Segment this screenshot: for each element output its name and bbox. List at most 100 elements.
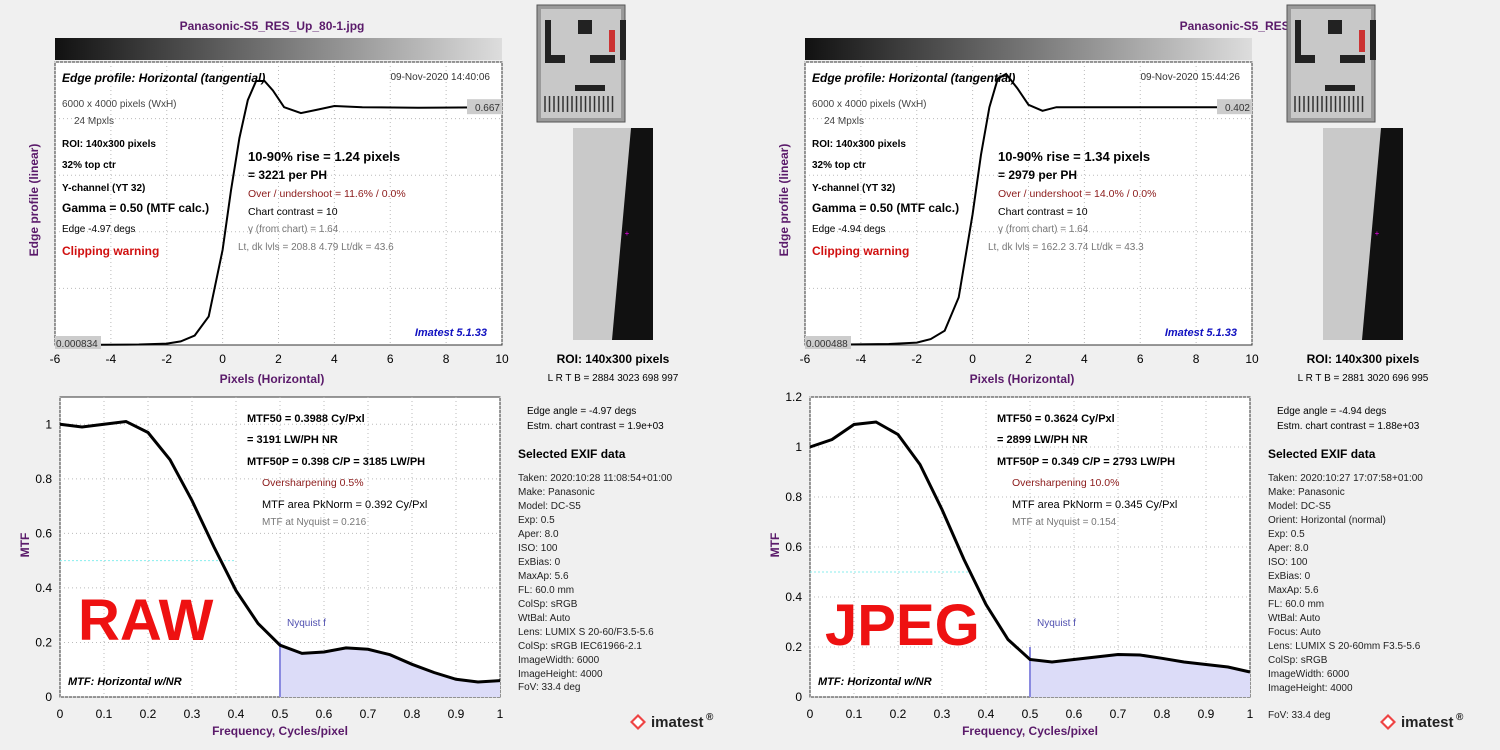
mtf-x-tick-label: 1 [1247,707,1254,721]
roi-text: ROI: 140x300 pixels [812,139,906,150]
edge-x-tick-label: -6 [50,352,61,366]
exif-line: WtBal: Auto [518,613,571,624]
mtf-y-tick-label: 0.6 [785,540,802,554]
mtf-x-tick-label: 0.1 [96,707,113,721]
side-chart-contrast: Estm. chart contrast = 1.9e+03 [527,421,664,432]
format-label: RAW [78,588,214,653]
edge-date: 09-Nov-2020 14:40:06 [390,72,490,83]
mtf-nyquist-text: MTF at Nyquist = 0.154 [1012,517,1117,528]
exif-line: ImageHeight: 4000 [518,669,603,680]
edge-x-tick-label: 4 [1081,352,1088,366]
edge-profile-curve [54,80,503,346]
mtf-y-tick-label: 0.2 [35,635,52,649]
roi-location: 32% top ctr [62,160,116,171]
mtf-x-tick-label: 0.8 [1154,707,1171,721]
chart-thumbnail-feature [545,20,551,60]
bottom-level-value: 0.000488 [806,339,848,350]
imatest-logo: imatest ® [1380,712,1464,731]
mtf-y-tick-label: 1.2 [785,390,802,404]
mtf50-text: MTF50 = 0.3988 Cy/Pxl [247,413,365,425]
exif-line: Model: DC-S5 [518,501,581,512]
chart-contrast-text: Chart contrast = 10 [248,206,338,218]
exif-line: ISO: 100 [518,543,558,554]
panel-jpeg: Panasonic-S5_RES_Up_80-1.JPG-6 -4 -2 0 2 4 6 8 1… [768,4,1464,738]
mtf-y-tick-label: 0.8 [35,472,52,486]
chart-contrast-text: Chart contrast = 10 [998,206,1088,218]
mtf-y-tick-label: 0 [795,690,802,704]
mtf-y-tick-label: 0 [45,690,52,704]
megapixels: 24 Mpxls [74,116,114,127]
mtf50p-text: MTF50P = 0.398 C/P = 3185 LW/PH [247,456,425,468]
exif-line: Aper: 8.0 [518,529,559,540]
megapixels: 24 Mpxls [824,116,864,127]
exif-line: MaxAp: 5.6 [1268,585,1319,596]
mtf-x-tick-label: 0.3 [184,707,201,721]
chart-thumbnail-marker [609,30,615,52]
file-title: Panasonic-S5_RES_Up_80-1.jpg [180,19,365,33]
mtf-x-tick-label: 0.9 [1198,707,1215,721]
edge-x-tick-label: 10 [495,352,509,366]
exif-line: FL: 60.0 mm [1268,599,1324,610]
mtf-x-tick-label: 0.3 [934,707,951,721]
lwph-text: = 2899 LW/PH NR [997,434,1088,446]
image-size: 6000 x 4000 pixels (WxH) [62,99,177,110]
edge-plot-area [54,61,503,346]
tone-gradient-bar [55,38,502,60]
chart-thumbnail-feature [620,20,626,60]
format-label: JPEG [825,593,980,658]
exif-line: ImageWidth: 6000 [1268,669,1350,680]
gamma-chart-text: γ (from chart) = 1.64 [998,224,1089,235]
mtf-area-text: MTF area PkNorm = 0.345 Cy/Pxl [1012,499,1177,511]
bottom-level-box [805,336,851,349]
chart-thumbnail-feature [1295,20,1301,60]
mtf-x-tick-label: 0.7 [1110,707,1127,721]
mtf-x-tick-label: 0.2 [890,707,907,721]
mtf50-text: MTF50 = 0.3624 Cy/Pxl [997,413,1115,425]
roi-location: 32% top ctr [812,160,866,171]
edge-x-axis-label: Pixels (Horizontal) [220,372,325,386]
bottom-level-value: 0.000834 [56,339,98,350]
exif-line: ImageHeight: 4000 [1268,683,1353,694]
edge-x-tick-label: -2 [161,352,172,366]
exif-line: Model: DC-S5 [1268,501,1331,512]
per-ph-text: = 2979 per PH [998,168,1077,182]
chart-thumbnail-feature [578,20,592,34]
overshoot-text: Over / undershoot = 11.6% / 0.0% [248,188,406,200]
exif-line: ISO: 100 [1268,557,1308,568]
exif-line: Orient: Horizontal (normal) [1268,515,1386,526]
mtf-x-axis-label: Frequency, Cycles/pixel [962,724,1098,738]
mtf50p-text: MTF50P = 0.349 C/P = 2793 LW/PH [997,456,1175,468]
exif-line: Exp: 0.5 [518,515,555,526]
exif-line: ColSp: sRGB [1268,655,1328,666]
exif-line: MaxAp: 5.6 [518,571,569,582]
edge-y-axis-label: Edge profile (linear) [777,144,791,257]
edge-x-tick-label: 4 [331,352,338,366]
chart-thumbnail-feature [1328,20,1342,34]
mtf-x-tick-label: 0 [807,707,814,721]
exif-line: ColSp: sRGB IEC61966-2.1 [518,641,642,652]
exif-fov: FoV: 33.4 deg [518,682,580,693]
logo-icon-inner [1383,717,1393,727]
chart-thumbnail-feature [545,55,565,63]
edge-x-tick-label: 2 [1025,352,1032,366]
top-level-value: 0.667 [475,103,500,114]
exif-line: FL: 60.0 mm [518,585,574,596]
clipping-warning: Clipping warning [812,244,909,258]
chart-thumbnail-marker [1359,30,1365,52]
mtf-y-tick-label: 1 [795,440,802,454]
oversharpening-text: Oversharpening 0.5% [262,477,364,489]
nyquist-shaded-area [280,645,500,697]
exif-line: WtBal: Auto [1268,613,1321,624]
roi-label: ROI: 140x300 pixels [557,352,670,366]
exif-line: Focus: Auto [1268,627,1321,638]
edge-x-tick-label: 6 [1137,352,1144,366]
exif-line: Lens: LUMIX S 20-60mm F3.5-5.6 [1268,641,1421,652]
logo-text: imatest [651,714,704,731]
roi-coords: L R T B = 2884 3023 698 997 [548,373,679,384]
mtf-nyquist-text: MTF at Nyquist = 0.216 [262,517,367,528]
edge-x-tick-label: -2 [911,352,922,366]
mtf-x-tick-label: 0.8 [404,707,421,721]
chart-thumbnail-feature [590,55,615,63]
gamma-text: Gamma = 0.50 (MTF calc.) [812,201,959,215]
edge-x-tick-label: 10 [1245,352,1259,366]
